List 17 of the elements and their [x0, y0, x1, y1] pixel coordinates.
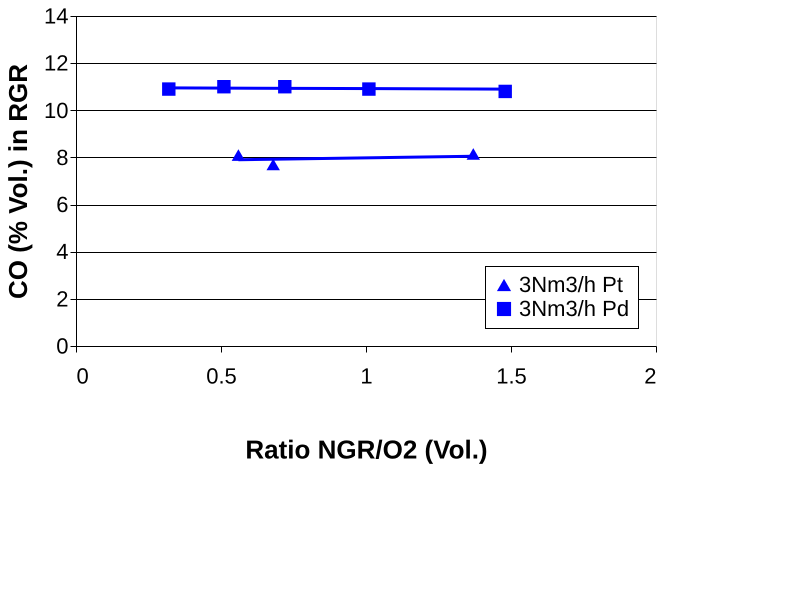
x-axis-title: Ratio NGR/O2 (Vol.)	[245, 434, 488, 464]
y-tick-label: 6	[56, 192, 68, 218]
legend-label: 3Nm3/h Pt	[519, 272, 623, 297]
y-tick-label: 14	[44, 4, 68, 28]
y-axis-title: CO (% Vol.) in RGR	[3, 64, 34, 299]
y-tick-label: 2	[56, 286, 68, 312]
legend-label: 3Nm3/h Pd	[519, 296, 630, 321]
x-tick-label: 0	[76, 364, 89, 388]
y-tick-label: 4	[56, 239, 68, 264]
y-tick-label: 0	[56, 334, 68, 358]
y-tick-label: 12	[44, 50, 68, 76]
y-tick-label: 8	[56, 144, 68, 170]
x-tick-label: 0.5	[206, 364, 237, 388]
y-tick-label: 10	[44, 98, 68, 123]
x-tick-label: 1	[360, 364, 373, 388]
x-tick-label: 1.5	[496, 364, 527, 388]
x-tick-label: 2	[644, 364, 656, 388]
